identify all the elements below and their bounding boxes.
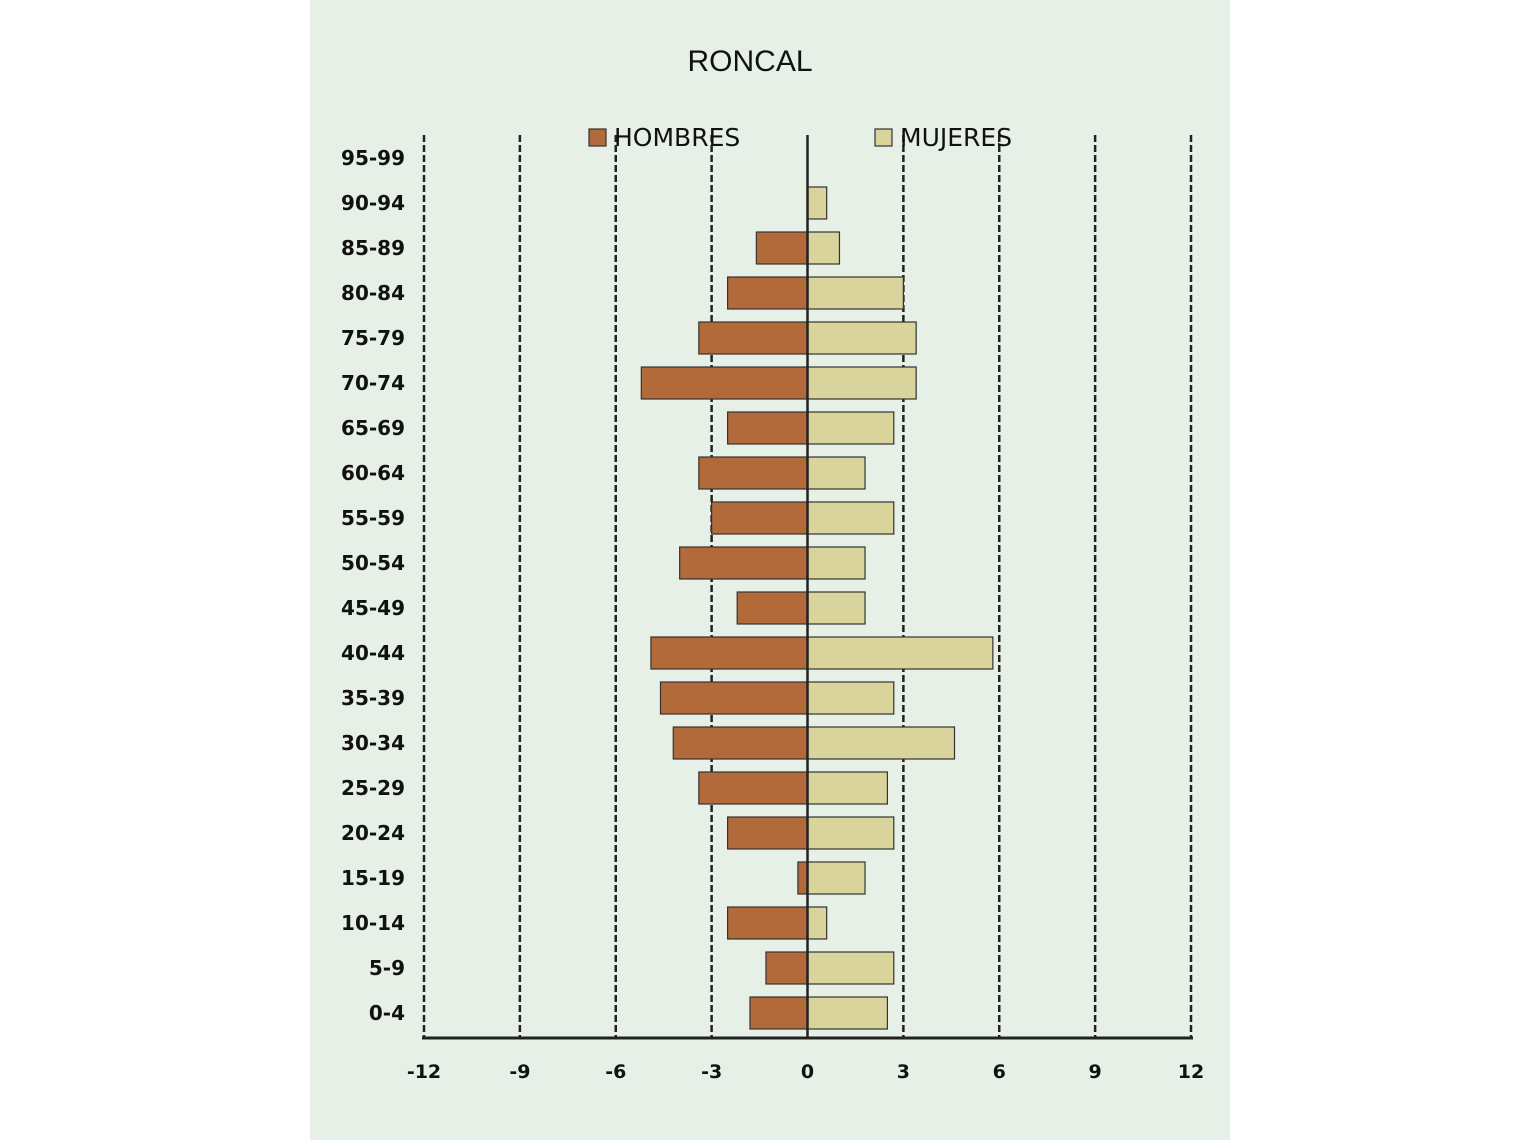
bar-hombres [711, 501, 809, 535]
age-group-label: 55-59 [341, 506, 405, 530]
bar-hombres [727, 816, 809, 850]
bar-mujeres [806, 366, 917, 400]
bar-mujeres [806, 591, 866, 625]
age-group-label: 90-94 [341, 191, 405, 215]
bar-mujeres [806, 816, 895, 850]
bar-hombres [727, 411, 809, 445]
age-group-label: 60-64 [341, 461, 405, 485]
bar-mujeres [806, 186, 828, 220]
age-group-label: 10-14 [341, 911, 405, 935]
population-pyramid-chart: RONCAL 95-9990-9485-8980-8475-7970-7465-… [341, 45, 1204, 1083]
bar-mujeres [806, 951, 895, 985]
bar-mujeres [806, 546, 866, 580]
legend-label-hombres: HOMBRES [614, 123, 740, 152]
bar-hombres [698, 321, 809, 355]
age-group-label: 65-69 [341, 416, 405, 440]
x-tick-label: 9 [1089, 1061, 1102, 1083]
x-tick-label: -12 [407, 1061, 441, 1083]
bar-hombres [672, 726, 809, 760]
age-group-label: 25-29 [341, 776, 405, 800]
bar-hombres [736, 591, 809, 625]
x-tick-label: 6 [993, 1061, 1006, 1083]
bar-hombres [698, 771, 809, 805]
age-group-label: 0-4 [369, 1001, 405, 1025]
age-group-label: 45-49 [341, 596, 405, 620]
x-tick-label: 3 [897, 1061, 910, 1083]
legend-swatch-hombres [588, 128, 607, 147]
age-group-label: 40-44 [341, 641, 405, 665]
bar-hombres [698, 456, 809, 490]
age-group-label: 80-84 [341, 281, 405, 305]
age-group-label: 50-54 [341, 551, 405, 575]
axes [422, 135, 1193, 1040]
bar-hombres [797, 861, 809, 895]
bar-mujeres [806, 906, 828, 940]
bar-hombres [727, 906, 809, 940]
age-labels: 95-99 90-94 85-89 80-84 75-79 70-74 65-69 60-64… [341, 146, 405, 1025]
bar-mujeres [806, 321, 917, 355]
bar-mujeres [806, 861, 866, 895]
bars [640, 186, 994, 1030]
bar-hombres [640, 366, 809, 400]
chart-panel: RONCAL 95-99 90-94 85-89 80-84 75-79 70-74 65-… [310, 0, 1230, 1140]
age-group-label: 35-39 [341, 686, 405, 710]
age-group-label: 70-74 [341, 371, 405, 395]
chart-title: RONCAL [687, 45, 812, 78]
x-tick-label: 0 [801, 1061, 814, 1083]
bar-hombres [650, 636, 809, 670]
bar-mujeres [806, 636, 994, 670]
bar-hombres [727, 276, 809, 310]
age-group-label: 30-34 [341, 731, 405, 755]
age-group-label: 5-9 [369, 956, 405, 980]
bar-mujeres [806, 996, 888, 1030]
bar-mujeres [806, 726, 956, 760]
bar-hombres [749, 996, 809, 1030]
bar-mujeres [806, 456, 866, 490]
legend: HOMBRES MUJERES [588, 123, 1012, 152]
x-tick-label: -9 [509, 1061, 530, 1083]
bar-hombres [755, 231, 809, 265]
legend-label-mujeres: MUJERES [900, 123, 1012, 152]
age-group-label: 95-99 [341, 146, 405, 170]
bar-hombres [765, 951, 809, 985]
bar-hombres [679, 546, 809, 580]
bar-hombres [659, 681, 809, 715]
legend-swatch-mujeres [874, 128, 893, 147]
x-tick-label: -6 [605, 1061, 626, 1083]
bar-mujeres [806, 771, 888, 805]
bar-mujeres [806, 231, 841, 265]
bar-mujeres [806, 411, 895, 445]
x-tick-label: -3 [701, 1061, 722, 1083]
age-group-label: 85-89 [341, 236, 405, 260]
age-group-label: 15-19 [341, 866, 405, 890]
age-group-label: 20-24 [341, 821, 405, 845]
bar-mujeres [806, 681, 895, 715]
age-group-label: 75-79 [341, 326, 405, 350]
bar-mujeres [806, 276, 904, 310]
x-tick-label: 12 [1178, 1061, 1204, 1083]
bar-mujeres [806, 501, 895, 535]
x-tick-labels: -12 -9 -6 -3 0 3 6 9 12 [407, 1061, 1204, 1083]
